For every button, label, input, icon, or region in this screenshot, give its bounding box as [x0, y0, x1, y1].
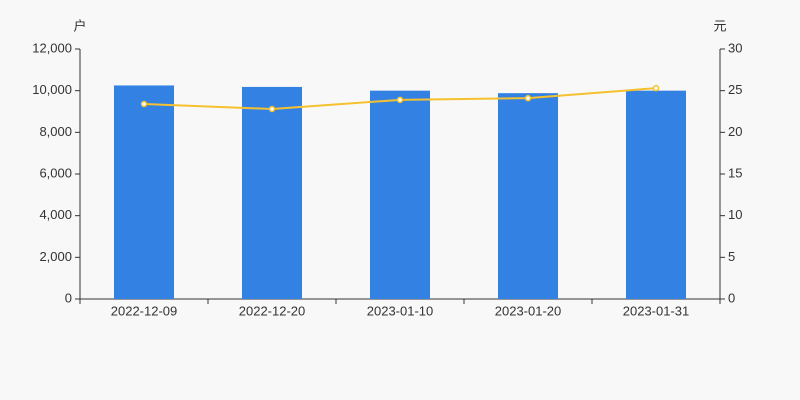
bar — [370, 90, 430, 300]
bar — [114, 85, 174, 299]
line-point — [396, 96, 404, 104]
y-tick-label: 6,000 — [39, 165, 72, 180]
line-point — [268, 105, 276, 113]
line-point — [524, 94, 532, 102]
y-tick-label: 12,000 — [32, 40, 72, 55]
y2-tick-label: 20 — [728, 124, 742, 139]
bar — [242, 86, 302, 300]
x-tick-label: 2023-01-31 — [623, 303, 690, 318]
y-tick-label: 0 — [65, 290, 72, 305]
y2-tick-label: 15 — [728, 165, 742, 180]
x-tick-label: 2023-01-20 — [495, 303, 562, 318]
line-point — [140, 100, 148, 108]
x-tick-label: 2022-12-20 — [239, 303, 306, 318]
y2-tick-label: 30 — [728, 40, 742, 55]
y2-tick-label: 25 — [728, 82, 742, 97]
x-tick-label: 2023-01-10 — [367, 303, 434, 318]
y-tick-label: 2,000 — [39, 249, 72, 264]
y2-tick-label: 10 — [728, 207, 742, 222]
bar — [498, 93, 558, 300]
y2-axis-label: 元 — [713, 18, 726, 33]
y-tick-label: 4,000 — [39, 207, 72, 222]
x-tick-label: 2022-12-09 — [111, 303, 178, 318]
y2-tick-label: 5 — [728, 249, 735, 264]
y-tick-label: 8,000 — [39, 124, 72, 139]
y-tick-label: 10,000 — [32, 82, 72, 97]
y2-tick-label: 0 — [728, 290, 735, 305]
line-point — [652, 84, 660, 92]
bar — [626, 90, 686, 300]
y-axis-label: 户 — [73, 18, 86, 33]
